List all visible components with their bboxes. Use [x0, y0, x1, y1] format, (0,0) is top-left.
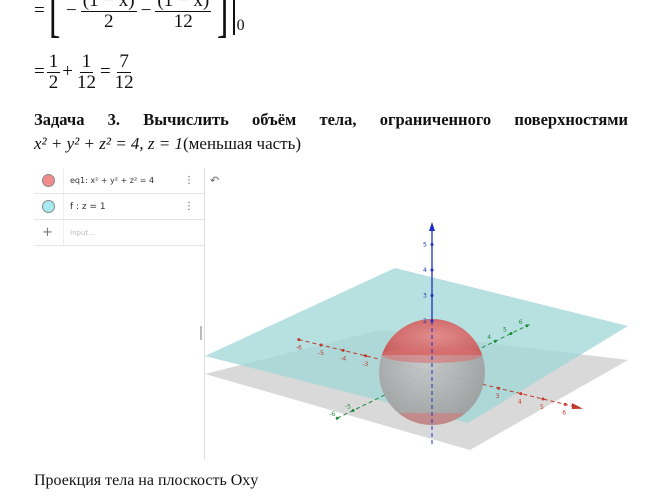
y-tick-label: 6: [519, 319, 523, 326]
y-tick-label: 5: [503, 327, 507, 334]
z-tick-label: 3: [423, 293, 427, 300]
equals-sign: =: [34, 0, 45, 21]
algebra-panel: eq1: x² + y² + z² = 4 ⋮ f : z = 1 ⋮ + In…: [34, 168, 205, 460]
y-tick: [509, 332, 513, 335]
x-tick: [341, 348, 345, 352]
task-formula: x² + y² + z² = 4, z = 1(меньшая часть): [34, 134, 302, 153]
z-tick: [430, 268, 434, 272]
visibility-toggle[interactable]: [42, 200, 55, 213]
minus-sign: −: [140, 0, 152, 21]
x-tick: [297, 338, 301, 342]
panel-resize-handle[interactable]: [200, 326, 202, 340]
fraction: 7 12: [114, 51, 134, 93]
x-tick: [363, 354, 367, 358]
x-tick-label: -3: [362, 361, 368, 368]
minus-sign: −: [66, 0, 77, 21]
x-tick-label: 6: [562, 409, 566, 416]
z-tick: [430, 294, 434, 297]
geogebra-window: eq1: x² + y² + z² = 4 ⋮ f : z = 1 ⋮ + In…: [34, 168, 630, 460]
input-field[interactable]: Input...: [70, 228, 95, 237]
algebra-input-row[interactable]: + Input...: [34, 220, 204, 246]
x-tick-label: -4: [340, 355, 346, 362]
integral-evaluation-line: = [ − (1 − x)2 − (1 − x)12 ] 10: [34, 0, 245, 40]
x-tick: [541, 397, 545, 401]
limits: 10: [232, 0, 245, 35]
undo-icon[interactable]: ↶: [210, 175, 219, 187]
kebab-icon[interactable]: ⋮: [184, 175, 194, 186]
y-tick: [493, 339, 497, 343]
z-tick: [430, 319, 434, 323]
fraction: (1 − x) 12: [155, 0, 212, 31]
y-tick-label: 4: [487, 334, 491, 341]
x-tick: [519, 392, 523, 396]
bracket-open: [: [48, 0, 61, 43]
x-tick-label: -5: [318, 350, 324, 357]
z-axis-arrow: [429, 222, 435, 231]
caption: Проекция тела на плоскость Oxy: [34, 472, 259, 489]
z-tick: [430, 243, 434, 246]
algebra-item-eq1[interactable]: eq1: x² + y² + z² = 4 ⋮: [34, 168, 204, 194]
x-tick: [563, 402, 567, 406]
x-tick-label: -6: [296, 345, 302, 352]
z-tick-label: 2: [423, 318, 427, 325]
visibility-toggle[interactable]: [42, 174, 55, 187]
3d-scene: ↶ -6 -5 -4 -3 3 4 5 6 -6 -5 4 5 6 5 4 3 2: [205, 175, 628, 450]
y-tick-label: -6: [329, 411, 335, 418]
kebab-icon[interactable]: ⋮: [184, 201, 194, 212]
plus-icon[interactable]: +: [42, 225, 53, 240]
algebra-item-f[interactable]: f : z = 1 ⋮: [34, 194, 204, 220]
y-tick: [335, 416, 339, 420]
z-tick-label: 4: [423, 267, 427, 274]
x-tick-label: 4: [518, 399, 522, 406]
x-axis-arrow: [571, 403, 583, 410]
bracket-close: ]: [217, 0, 229, 43]
x-tick-label: 5: [540, 404, 544, 411]
graphics-3d-view[interactable]: ↶ -6 -5 -4 -3 3 4 5 6 -6 -5 4 5 6 5 4 3 2: [205, 168, 630, 460]
z-tick-label: 5: [423, 242, 427, 249]
y-tick: [525, 324, 529, 328]
x-tick-label: 3: [496, 393, 500, 400]
fraction: (1 − x) 2: [80, 0, 137, 31]
x-tick: [319, 343, 323, 347]
y-tick: [351, 409, 355, 412]
fraction: 1 12: [76, 51, 96, 93]
y-tick-label: -5: [345, 404, 351, 411]
task-heading: Задача 3. Вычислить объём тела, ограниче…: [34, 110, 628, 129]
x-tick: [497, 386, 501, 390]
